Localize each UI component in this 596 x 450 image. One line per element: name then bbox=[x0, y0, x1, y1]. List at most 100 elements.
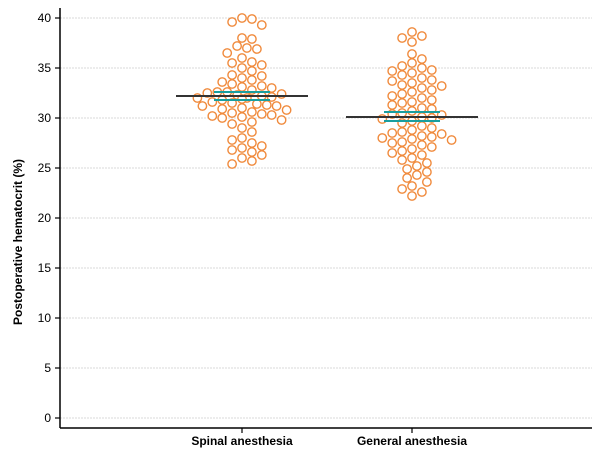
x-category-label: General anesthesia bbox=[357, 434, 467, 448]
data-point bbox=[237, 103, 247, 113]
summary-lines bbox=[176, 91, 478, 122]
data-point bbox=[402, 164, 412, 174]
data-point bbox=[237, 63, 247, 73]
data-point bbox=[227, 108, 238, 118]
data-point bbox=[426, 142, 437, 152]
data-point bbox=[421, 177, 432, 187]
data-point bbox=[411, 161, 422, 171]
y-axis-title: Postoperative hematocrit (%) bbox=[11, 159, 25, 325]
data-point bbox=[197, 101, 208, 111]
data-point bbox=[237, 53, 247, 63]
y-tick-label: 40 bbox=[38, 11, 52, 25]
data-point bbox=[407, 125, 417, 135]
data-point bbox=[416, 140, 427, 150]
data-point bbox=[416, 103, 427, 113]
data-point bbox=[387, 148, 398, 158]
data-point bbox=[227, 135, 238, 145]
data-point bbox=[397, 33, 407, 43]
data-point bbox=[397, 155, 407, 165]
data-point bbox=[227, 17, 238, 27]
data-point bbox=[237, 123, 247, 133]
data-point bbox=[407, 153, 417, 163]
data-point bbox=[377, 133, 388, 143]
data-point bbox=[256, 81, 267, 91]
data-point bbox=[256, 109, 267, 119]
data-point bbox=[246, 66, 257, 76]
data-point bbox=[421, 167, 432, 177]
data-point bbox=[251, 99, 262, 109]
y-tick-label: 25 bbox=[38, 161, 52, 175]
data-point bbox=[416, 63, 427, 73]
axes: 0 5 10 15 20 25 30 35 40 Spinal anesthesia General… bbox=[38, 8, 592, 448]
data-point bbox=[237, 133, 247, 143]
data-point bbox=[387, 128, 398, 138]
data-point bbox=[237, 153, 247, 163]
data-point bbox=[387, 76, 398, 86]
data-point bbox=[416, 187, 427, 197]
data-point bbox=[436, 81, 447, 91]
data-points bbox=[192, 13, 457, 201]
x-category-label: Spinal anesthesia bbox=[191, 434, 293, 448]
data-point bbox=[266, 83, 277, 93]
data-point bbox=[246, 147, 257, 157]
data-point bbox=[237, 82, 247, 92]
data-point bbox=[426, 95, 437, 105]
data-point bbox=[237, 73, 247, 83]
data-point bbox=[246, 117, 257, 127]
data-point bbox=[416, 83, 427, 93]
data-point bbox=[416, 31, 427, 41]
data-point bbox=[407, 144, 417, 154]
grid-lines bbox=[60, 17, 592, 419]
y-tick-label: 20 bbox=[38, 211, 52, 225]
data-point bbox=[416, 73, 427, 83]
data-point bbox=[397, 127, 407, 137]
data-point bbox=[232, 41, 243, 51]
data-point bbox=[387, 66, 398, 76]
y-tick-label: 0 bbox=[44, 411, 51, 425]
data-point bbox=[387, 91, 398, 101]
data-point bbox=[256, 71, 267, 81]
data-point bbox=[266, 110, 277, 120]
data-point bbox=[217, 77, 228, 87]
data-point bbox=[416, 131, 427, 141]
data-point bbox=[237, 33, 247, 43]
data-point bbox=[402, 173, 412, 183]
data-point bbox=[426, 65, 437, 75]
data-point bbox=[241, 43, 252, 53]
data-point bbox=[397, 70, 407, 80]
data-point bbox=[421, 158, 432, 168]
data-point bbox=[426, 85, 437, 95]
data-point bbox=[227, 119, 238, 129]
data-point bbox=[227, 79, 238, 89]
data-point bbox=[407, 37, 417, 47]
data-point bbox=[246, 107, 257, 117]
data-point bbox=[426, 132, 437, 142]
data-point bbox=[397, 137, 407, 147]
data-point bbox=[407, 58, 417, 68]
data-point bbox=[436, 129, 447, 139]
data-point bbox=[397, 61, 407, 71]
data-point bbox=[426, 75, 437, 85]
data-point bbox=[246, 75, 257, 85]
data-point bbox=[407, 87, 417, 97]
data-point bbox=[407, 78, 417, 88]
data-point bbox=[407, 181, 417, 191]
data-point bbox=[407, 97, 417, 107]
data-point bbox=[246, 127, 257, 137]
data-point bbox=[256, 141, 267, 151]
data-point bbox=[407, 68, 417, 78]
data-point bbox=[426, 123, 437, 133]
y-tick-label: 5 bbox=[44, 361, 51, 375]
data-point bbox=[397, 98, 407, 108]
data-point bbox=[217, 104, 228, 114]
data-point bbox=[387, 138, 398, 148]
data-point bbox=[227, 58, 238, 68]
data-point bbox=[407, 191, 417, 201]
data-point bbox=[237, 112, 247, 122]
data-point bbox=[397, 146, 407, 156]
data-point bbox=[256, 150, 267, 160]
data-point bbox=[256, 20, 267, 30]
data-point bbox=[222, 48, 233, 58]
data-point bbox=[416, 93, 427, 103]
